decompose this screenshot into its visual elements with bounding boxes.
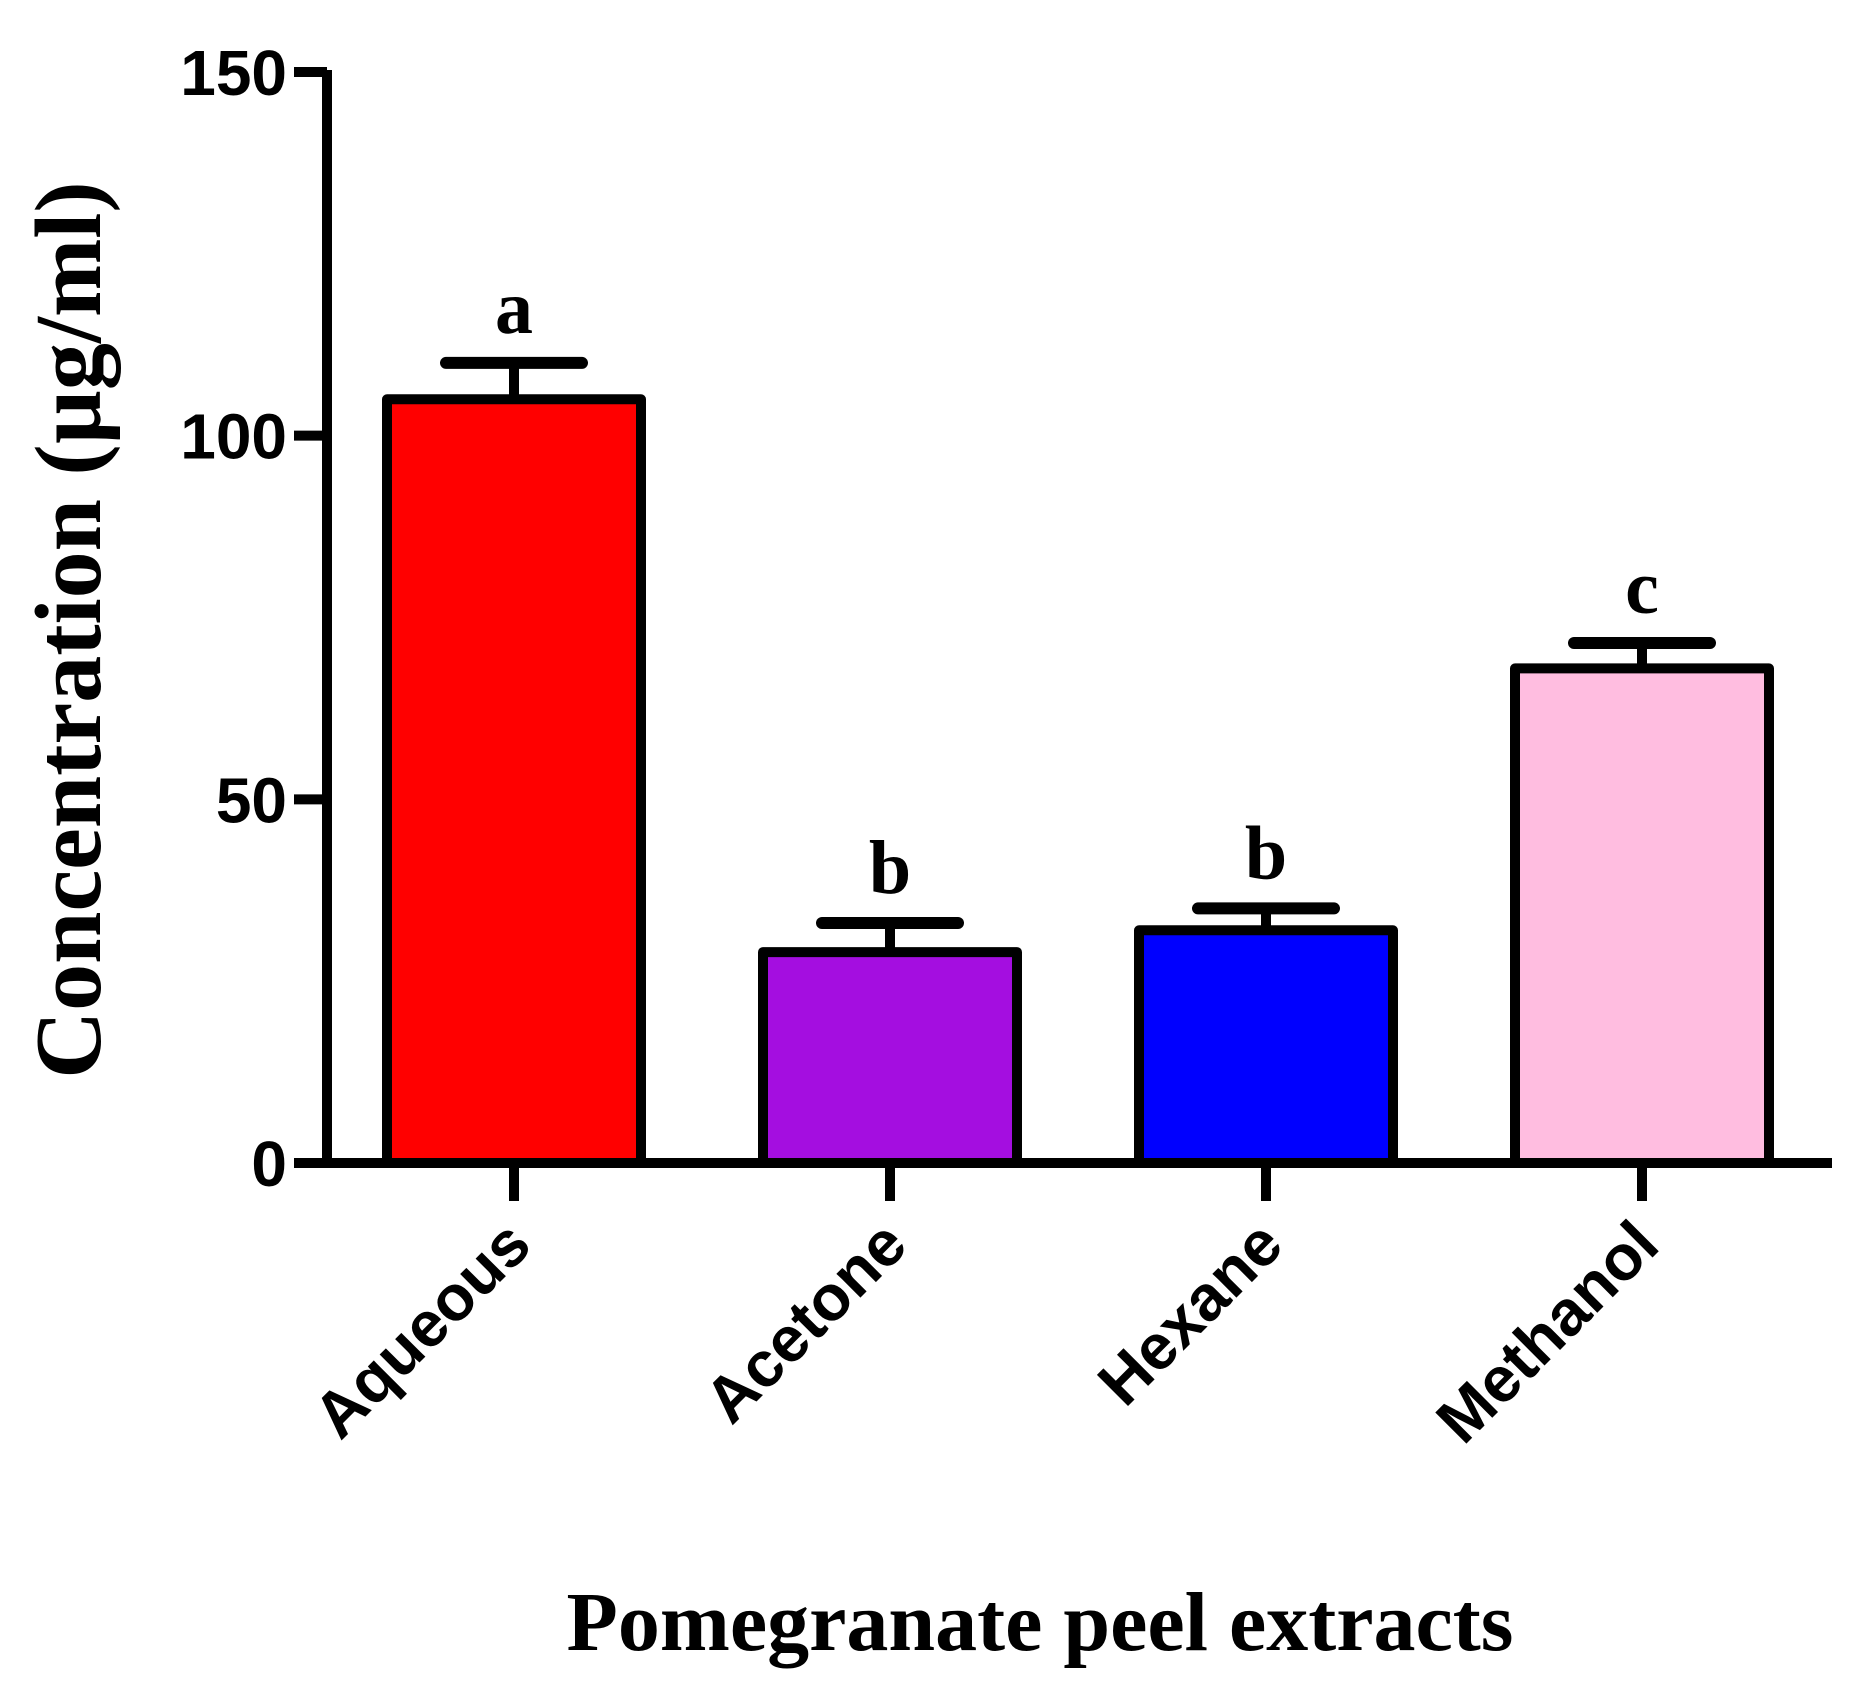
x-category-label: Acetone — [690, 1207, 919, 1436]
bars-group — [382, 356, 1774, 1169]
y-tick-label: 50 — [216, 764, 287, 836]
y-tick-label: 100 — [180, 401, 287, 473]
bar — [1134, 925, 1398, 1169]
y-tick-label: 150 — [180, 37, 287, 109]
x-axis-title: Pomegranate peel extracts — [567, 1576, 1514, 1669]
x-category-label: Aqueous — [299, 1207, 544, 1452]
y-axis-title: Concentration (µg/ml) — [17, 181, 121, 1078]
significance-letter: c — [1625, 546, 1659, 630]
significance-letter: b — [869, 826, 911, 910]
bar — [758, 947, 1022, 1168]
significance-letter: a — [495, 266, 533, 350]
y-tick-label: 0 — [251, 1128, 287, 1200]
x-category-label: Methanol — [1422, 1207, 1672, 1457]
significance-letter: b — [1245, 811, 1287, 895]
bar — [1510, 663, 1774, 1168]
x-category-label: Hexane — [1084, 1207, 1296, 1419]
bar — [382, 394, 646, 1168]
